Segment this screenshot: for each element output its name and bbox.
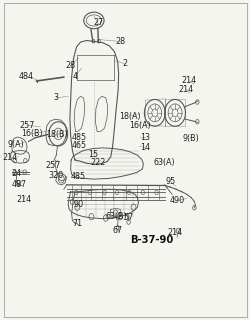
- Text: 9(A): 9(A): [7, 140, 24, 149]
- Text: 90: 90: [74, 200, 84, 209]
- Text: 320: 320: [48, 171, 63, 180]
- Text: 57: 57: [124, 213, 134, 222]
- Text: 257: 257: [20, 121, 35, 130]
- Text: 490: 490: [170, 196, 185, 205]
- Text: 222: 222: [91, 158, 106, 167]
- Text: 484: 484: [18, 72, 34, 81]
- Text: 465: 465: [72, 141, 87, 150]
- Text: 15: 15: [88, 150, 98, 159]
- Text: 214: 214: [167, 228, 182, 237]
- Text: 257: 257: [45, 161, 60, 170]
- Text: 485: 485: [72, 132, 87, 141]
- Text: 27: 27: [93, 19, 104, 28]
- Text: 214: 214: [2, 153, 18, 162]
- Text: 63(A): 63(A): [154, 158, 176, 167]
- Text: 16(B): 16(B): [21, 129, 43, 138]
- Text: 14: 14: [140, 143, 150, 152]
- Text: 18(A): 18(A): [119, 112, 141, 121]
- Text: 487: 487: [11, 180, 26, 189]
- Text: 9(B): 9(B): [182, 134, 199, 143]
- Text: 13: 13: [140, 132, 150, 141]
- Text: 16(A): 16(A): [129, 121, 151, 130]
- Text: 3: 3: [53, 93, 58, 102]
- Text: 18(B): 18(B): [46, 130, 68, 139]
- Text: 214: 214: [182, 76, 197, 85]
- Text: 485: 485: [71, 172, 86, 181]
- Text: 28: 28: [66, 60, 76, 69]
- Text: 2: 2: [122, 59, 128, 68]
- Text: B-37-90: B-37-90: [130, 235, 173, 245]
- Text: 214: 214: [179, 85, 194, 94]
- Text: 4: 4: [72, 72, 77, 81]
- Text: 28: 28: [116, 37, 126, 46]
- Text: 214: 214: [16, 195, 31, 204]
- Text: 95: 95: [166, 177, 176, 186]
- Text: 24: 24: [12, 169, 22, 178]
- Text: 67: 67: [112, 226, 123, 235]
- Text: 71: 71: [72, 219, 83, 228]
- Text: 63(B): 63(B): [105, 212, 127, 221]
